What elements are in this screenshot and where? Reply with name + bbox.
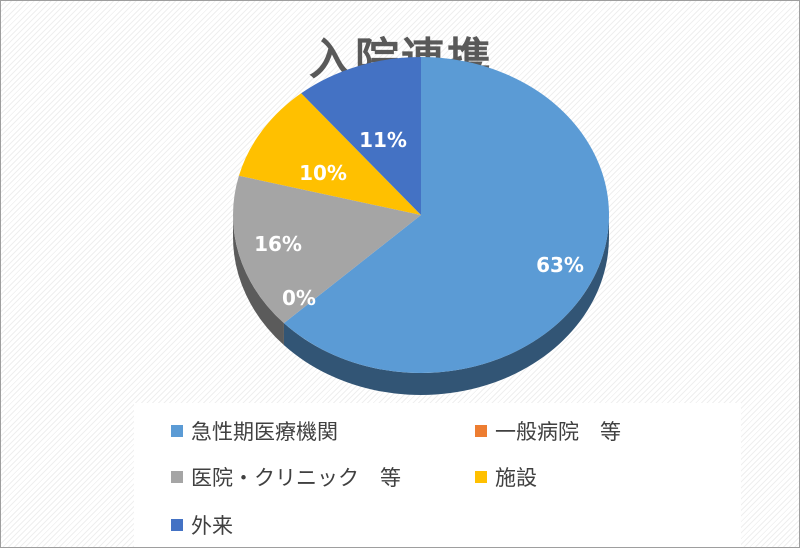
legend-item-acute-care: 急性期医療機関 xyxy=(171,416,338,446)
data-label: 10% xyxy=(299,161,347,185)
legend-item-clinic: 医院・クリニック 等 xyxy=(171,462,401,492)
legend-swatch xyxy=(171,471,183,483)
legend-item-general-hospital: 一般病院 等 xyxy=(475,416,621,446)
legend-label: 施設 xyxy=(495,466,537,490)
data-label: 63% xyxy=(536,253,584,277)
data-label: 0% xyxy=(282,286,316,310)
pie-slice-side xyxy=(233,215,284,346)
pie-slice xyxy=(238,93,421,215)
legend-swatch xyxy=(475,471,487,483)
pie-slice-side xyxy=(283,215,609,395)
legend-item-outpatient: 外来 xyxy=(171,510,233,540)
legend-item-facility: 施設 xyxy=(475,462,537,492)
pie-slice xyxy=(301,57,421,215)
legend: 急性期医療機関 一般病院 等 医院・クリニック 等 施設 外来 xyxy=(134,403,741,547)
legend-swatch xyxy=(171,519,183,531)
legend-label: 急性期医療機関 xyxy=(191,420,338,444)
legend-label: 外来 xyxy=(191,514,233,538)
pie-slice xyxy=(232,175,421,324)
legend-swatch xyxy=(171,425,183,437)
pie-slice xyxy=(283,57,609,374)
legend-label: 医院・クリニック 等 xyxy=(191,466,401,490)
legend-swatch xyxy=(475,425,487,437)
data-label: 16% xyxy=(254,232,302,256)
legend-label: 一般病院 等 xyxy=(495,420,621,444)
data-label: 11% xyxy=(359,128,407,152)
